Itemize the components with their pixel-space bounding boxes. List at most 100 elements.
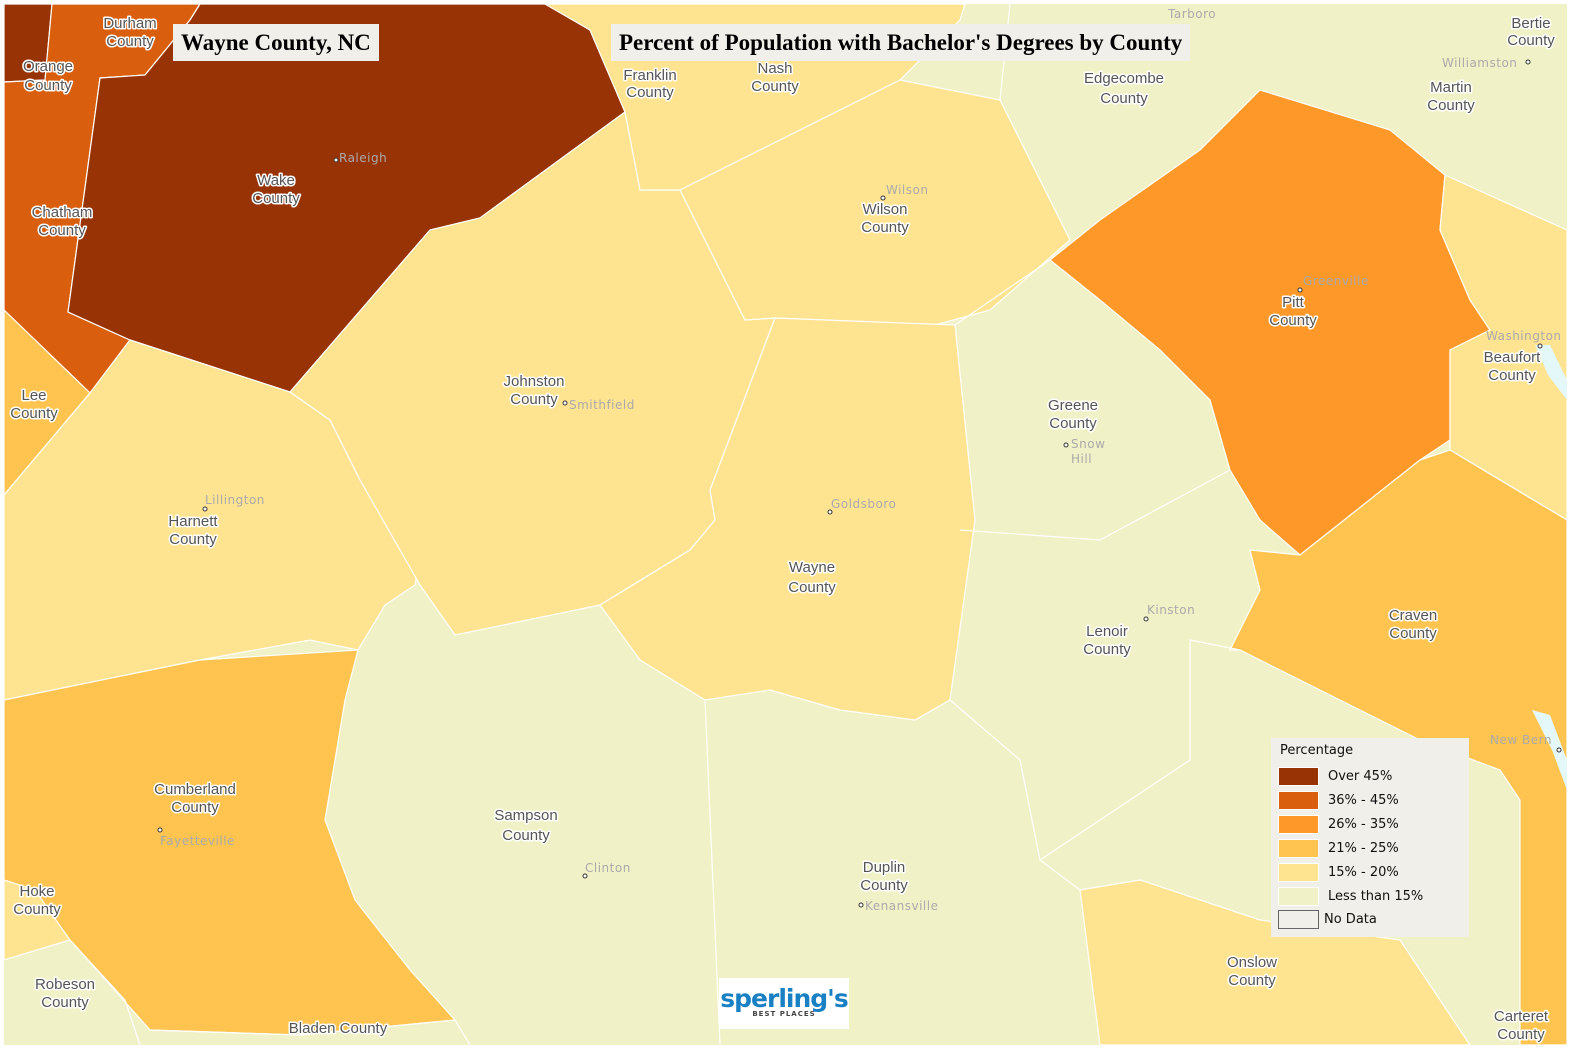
legend-item: No Data (1278, 908, 1377, 930)
legend-title: Percentage (1280, 743, 1354, 758)
label-cumberland: Cumberland (154, 781, 236, 798)
label-edgecombe: Edgecombe (1084, 70, 1164, 87)
label-johnston-suffix: County (510, 391, 558, 408)
county-borders-greene (954, 259, 1051, 326)
label-wake: Wake (257, 172, 295, 189)
city-dot-smithfield (562, 400, 568, 406)
label-martin: Martin (1430, 79, 1472, 96)
city-clinton: Clinton (585, 861, 631, 875)
city-williamston: Williamston (1442, 56, 1517, 70)
city-dot-clinton (582, 873, 588, 879)
label-chatham: Chatham (32, 204, 93, 221)
label-lee: Lee (21, 387, 46, 404)
label-martin-suffix: County (1427, 97, 1475, 114)
county-labels: Durham County Orange County Wake County … (9, 14, 1557, 1045)
legend-item: 15% - 20% (1278, 861, 1399, 883)
label-cumberland-suffix: County (171, 799, 219, 816)
city-new-bern: New Bern (1490, 733, 1552, 747)
city-markers: Raleigh Wilson Greenville Washington Wil… (157, 7, 1562, 913)
city-raleigh: Raleigh (339, 151, 387, 165)
label-greene: Greene (1048, 397, 1098, 414)
legend-item: 26% - 35% (1278, 813, 1399, 835)
label-pitt-suffix: County (1269, 312, 1317, 329)
county-craven[interactable] (1229, 449, 1568, 1046)
county-borders-lenoir (959, 469, 1231, 541)
label-orange-suffix: County (24, 77, 72, 94)
label-harnett-suffix: County (169, 531, 217, 548)
label-greene-suffix: County (1049, 415, 1097, 432)
label-durham: Durham (103, 15, 156, 32)
legend-label: 36% - 45% (1328, 792, 1399, 808)
city-dot-kinston (1143, 616, 1149, 622)
label-durham-suffix: County (106, 33, 154, 50)
city-smithfield: Smithfield (569, 398, 635, 412)
label-pitt: Pitt (1282, 294, 1305, 311)
legend: Percentage Over 45% 36% - 45% 26% - 35% … (1271, 738, 1469, 937)
water-pamlico-river (1535, 345, 1567, 400)
label-wayne: Wayne (789, 559, 835, 576)
legend-swatch (1278, 838, 1319, 858)
legend-label: 15% - 20% (1328, 864, 1399, 880)
county-onslow[interactable] (1079, 879, 1472, 1046)
label-wilson-suffix: County (861, 219, 909, 236)
map-title: Percent of Population with Bachelor's De… (611, 24, 1191, 61)
legend-swatch (1278, 886, 1319, 906)
legend-label: No Data (1324, 911, 1377, 927)
label-beaufort: Beaufort (1484, 349, 1542, 366)
label-onslow-suffix: County (1228, 972, 1276, 989)
label-robeson-suffix: County (41, 994, 89, 1011)
city-dot-greenville (1297, 287, 1303, 293)
city-kinston: Kinston (1147, 603, 1195, 617)
label-lenoir: Lenoir (1086, 623, 1128, 640)
label-craven-suffix: County (1389, 625, 1437, 642)
city-dot-snow-hill (1063, 442, 1069, 448)
county-borders-lenoir-south (1039, 639, 1241, 861)
city-tarboro: Tarboro (1167, 7, 1216, 21)
location-title: Wayne County, NC (173, 24, 379, 61)
county-wayne[interactable] (599, 317, 976, 721)
legend-item: Less than 15% (1278, 885, 1423, 907)
label-orange: Orange (23, 58, 73, 75)
city-snow-hill-2: Hill (1071, 452, 1092, 466)
city-kenansville: Kenansville (865, 899, 938, 913)
sperlings-logo[interactable]: sperling's BEST PLACES (719, 978, 849, 1029)
city-dot-williamston (1525, 59, 1531, 65)
city-wilson: Wilson (886, 183, 928, 197)
label-franklin-suffix: County (626, 84, 674, 101)
label-franklin: Franklin (623, 67, 676, 84)
label-sampson-suffix: County (502, 827, 550, 844)
city-dot-fayetteville (157, 827, 163, 833)
legend-swatch (1278, 814, 1319, 834)
legend-swatch (1278, 909, 1319, 929)
county-wilson[interactable] (679, 79, 1071, 326)
label-bertie: Bertie (1511, 15, 1550, 32)
label-hoke-suffix: County (13, 901, 61, 918)
label-wilson: Wilson (862, 201, 907, 218)
city-washington: Washington (1486, 329, 1562, 343)
label-nash: Nash (757, 60, 792, 77)
city-fayetteville: Fayetteville (160, 834, 235, 848)
legend-item: 21% - 25% (1278, 837, 1399, 859)
label-craven: Craven (1389, 607, 1437, 624)
city-dot-goldsboro (827, 509, 833, 515)
county-borders-sampson-duplin (704, 699, 721, 1046)
label-carteret-suffix: County (1497, 1026, 1545, 1043)
legend-swatch (1278, 790, 1319, 810)
legend-item: Over 45% (1278, 765, 1392, 787)
county-borders-duplin-east (949, 699, 1081, 891)
label-bertie-suffix: County (1507, 32, 1555, 49)
city-dot-wilson (880, 195, 886, 201)
city-snow-hill: Snow (1071, 437, 1105, 451)
city-dot-raleigh (333, 157, 339, 163)
county-borders-robeson (69, 939, 141, 1046)
city-dot-lillington (202, 506, 208, 512)
legend-label: 21% - 25% (1328, 840, 1399, 856)
label-lenoir-suffix: County (1083, 641, 1131, 658)
label-beaufort-suffix: County (1488, 367, 1536, 384)
legend-item: 36% - 45% (1278, 789, 1399, 811)
label-lee-suffix: County (10, 405, 58, 422)
label-chatham-suffix: County (38, 222, 86, 239)
label-wayne-suffix: County (788, 579, 836, 596)
label-edgecombe-suffix: County (1100, 90, 1148, 107)
city-goldsboro: Goldsboro (831, 497, 896, 511)
